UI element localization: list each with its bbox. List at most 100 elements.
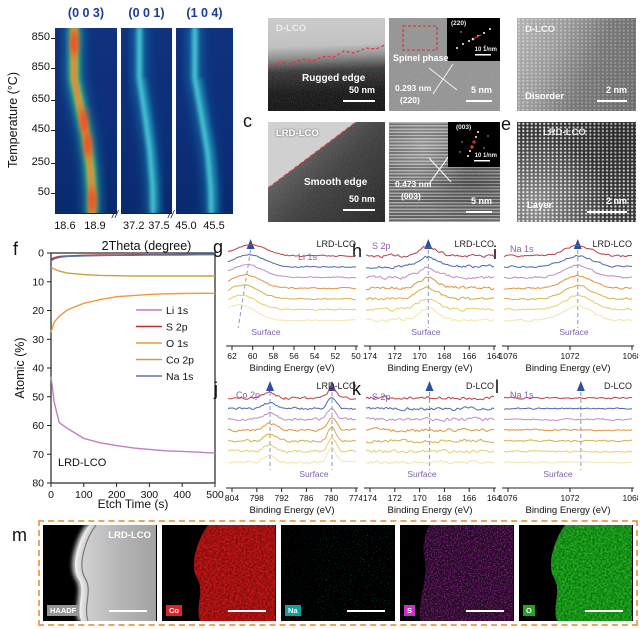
etch-profile-chart: 0 10 20 30 40 50 60 70 80 0 100 200 300 400 500 Li 1s S … xyxy=(13,248,224,512)
xrd-axis-break-2: // xyxy=(168,209,175,221)
svg-text:Binding Energy (eV): Binding Energy (eV) xyxy=(249,505,334,516)
panel-letter-i: i xyxy=(493,243,497,263)
xrd-axis-break-1: // xyxy=(112,209,119,221)
tem-image-spinel: (220) 10 1/nm Spinel phase 0.293 nm (220… xyxy=(389,18,500,111)
svg-text:164: 164 xyxy=(487,351,500,361)
xrd-ytick: 850 xyxy=(31,61,50,73)
svg-text:Surface: Surface xyxy=(559,327,589,337)
d-spacing-label: 0.293 nm xyxy=(395,83,432,93)
svg-text:54: 54 xyxy=(310,351,320,361)
svg-text:Surface: Surface xyxy=(411,327,441,337)
xps-chart-na1s-lrd: 1076 1072 1068 Binding Energy (eV) Na 1s LRD-… xyxy=(499,239,638,374)
svg-text:52: 52 xyxy=(331,351,341,361)
svg-text:0: 0 xyxy=(48,489,54,501)
scale-bar xyxy=(585,609,623,612)
svg-text:168: 168 xyxy=(437,493,451,503)
xrd-ytick: 50 xyxy=(37,186,50,198)
svg-text:780: 780 xyxy=(324,493,338,503)
xrd-xtick: 37.2 xyxy=(123,220,145,232)
svg-text:1076: 1076 xyxy=(499,493,518,503)
eds-map-na: Na xyxy=(281,525,395,621)
region-label: Spinel phase xyxy=(393,53,449,63)
scale-bar xyxy=(466,609,504,612)
tem-image-dlco-edge: D-LCO Rugged edge 50 nm xyxy=(268,18,385,111)
svg-text:Binding Energy (eV): Binding Energy (eV) xyxy=(387,505,472,516)
scale-label: 5 nm xyxy=(470,196,492,206)
xrd-peak-label-001: (0 0 1) xyxy=(128,6,165,20)
svg-text:Surface: Surface xyxy=(251,327,281,337)
svg-text:Li 1s: Li 1s xyxy=(166,305,188,317)
fft-plane-label: (003) xyxy=(456,124,472,131)
svg-text:164: 164 xyxy=(487,493,500,503)
panel-letter-m: m xyxy=(12,525,27,545)
svg-text:170: 170 xyxy=(413,493,427,503)
svg-text:500: 500 xyxy=(206,489,224,501)
svg-text:200: 200 xyxy=(108,489,126,501)
eds-element-badge: S xyxy=(404,605,416,616)
scale-label: 50 nm xyxy=(348,194,375,204)
tem-image-lrd-atomic: LRD-LCO Layer 2 nm xyxy=(517,122,636,222)
scale-bar xyxy=(228,609,266,612)
eds-mapping-box: LRD-LCO HAADF Co Na S O xyxy=(38,520,638,626)
svg-text:Atomic (%): Atomic (%) xyxy=(13,337,27,398)
eds-element-badge: Na xyxy=(285,605,301,616)
tem-image-lrd-lattice: (003) 10 1/nm 0.473 nm (003) 5 nm xyxy=(389,122,500,222)
svg-text:LRD-LCO: LRD-LCO xyxy=(316,239,356,249)
svg-text:774: 774 xyxy=(349,493,362,503)
annotation-label: Rugged edge xyxy=(302,73,366,84)
svg-text:62: 62 xyxy=(227,351,237,361)
xps-chart-li1s-lrd: 62 60 58 56 54 52 50 Binding Energy (eV) Li 1s LR… xyxy=(226,239,361,374)
svg-text:50: 50 xyxy=(32,391,44,403)
scale-bar xyxy=(343,208,375,211)
eds-element-badge: Co xyxy=(166,605,182,616)
panel-letter-e: e xyxy=(501,114,512,134)
tem-image-dlco-disorder: D-LCO Disorder 2 nm xyxy=(517,18,636,111)
svg-text:70: 70 xyxy=(32,449,44,461)
tem-image-lrd-edge: LRD-LCO Smooth edge 50 nm xyxy=(268,122,385,222)
annotation-label: Smooth edge xyxy=(304,177,368,188)
panel-letter-j: j xyxy=(214,379,218,399)
svg-text:786: 786 xyxy=(299,493,313,503)
svg-text:300: 300 xyxy=(141,489,159,501)
xps-chart-s2p-lrd: 174 172 170 168 166 164 Binding Energy (eV) S 2… xyxy=(363,239,500,374)
scale-bar xyxy=(466,210,492,213)
svg-text:D-LCO: D-LCO xyxy=(604,381,632,391)
plane-label: (003) xyxy=(401,191,421,201)
svg-text:166: 166 xyxy=(462,351,476,361)
d-spacing-label: 0.473 nm xyxy=(395,179,432,189)
svg-text:172: 172 xyxy=(388,351,402,361)
svg-text:D-LCO: D-LCO xyxy=(466,381,494,391)
svg-text:Etch Time (s): Etch Time (s) xyxy=(98,497,169,511)
svg-text:S 2p: S 2p xyxy=(372,241,391,251)
fft-scale-label: 10 1/nm xyxy=(474,153,497,159)
xps-chart-na1s-dlco: 1076 1072 1068 Binding Energy (eV) Na 1s D-LC… xyxy=(499,381,638,516)
xrd-heatmap-panel-2 xyxy=(176,28,233,214)
xrd-heatmap-panel-1 xyxy=(121,28,172,214)
eds-element-badge: O xyxy=(523,605,535,616)
scale-bar xyxy=(347,609,385,612)
svg-text:Binding Energy (eV): Binding Energy (eV) xyxy=(525,363,610,374)
svg-text:174: 174 xyxy=(363,493,377,503)
svg-text:170: 170 xyxy=(413,351,427,361)
eds-element-badge: HAADF xyxy=(47,605,80,616)
svg-text:Binding Energy (eV): Binding Energy (eV) xyxy=(249,363,334,374)
xrd-xtick: 18.6 xyxy=(54,220,76,232)
xrd-heatmap-panel-0 xyxy=(55,28,117,214)
svg-text:Li 1s: Li 1s xyxy=(298,252,318,262)
svg-text:S 2p: S 2p xyxy=(372,392,391,402)
scale-label: 2 nm xyxy=(605,85,627,95)
svg-text:1068: 1068 xyxy=(623,351,638,361)
svg-text:60: 60 xyxy=(32,420,44,432)
scale-bar xyxy=(109,609,147,612)
svg-text:Co 2p: Co 2p xyxy=(166,354,194,366)
eds-map-o: O xyxy=(519,525,633,621)
svg-text:56: 56 xyxy=(289,351,299,361)
scale-bar xyxy=(597,99,627,102)
sample-label: LRD-LCO xyxy=(276,128,319,139)
scale-label: 5 nm xyxy=(470,85,492,95)
svg-text:798: 798 xyxy=(250,493,264,503)
plane-label: (220) xyxy=(400,95,420,105)
eds-sample-label: LRD-LCO xyxy=(108,530,151,541)
xrd-ytick: 650 xyxy=(31,93,50,105)
